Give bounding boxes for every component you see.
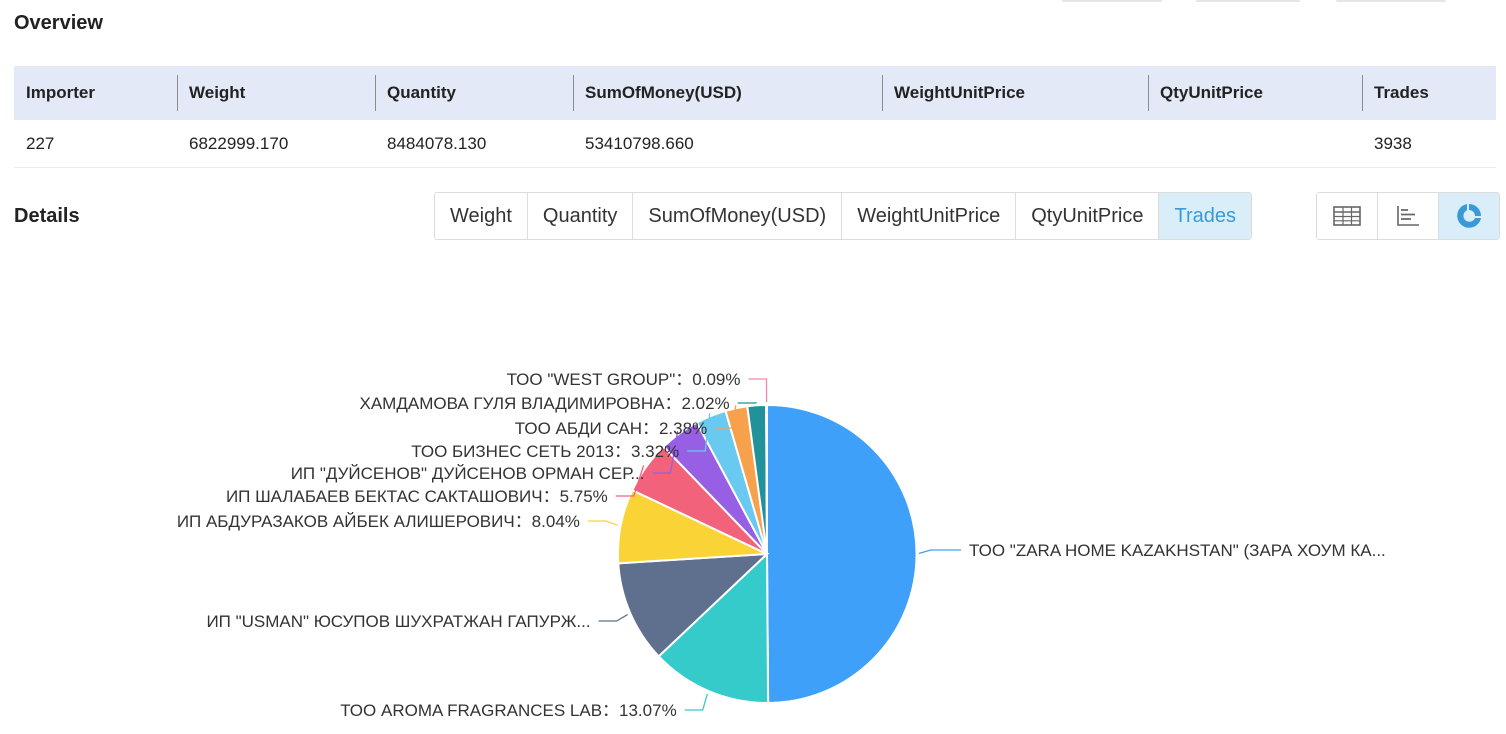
column-header-weight: Weight xyxy=(177,66,375,120)
cell-sum-of-money: 53410798.660 xyxy=(573,120,882,168)
table-row: 227 6822999.170 8484078.130 53410798.660… xyxy=(14,120,1496,168)
pie-label: ТОО "ZARA HOME KAZAKHSTAN" (ЗАРА ХОУМ КА… xyxy=(969,541,1386,560)
pie-label: ИП "ДУЙСЕНОВ" ДУЙСЕНОВ ОРМАН СЕР... xyxy=(291,464,645,483)
bar-chart-icon xyxy=(1397,206,1419,226)
pie-label: ХАМДАМОВА ГУЛЯ ВЛАДИМИРОВНА：2.02% xyxy=(360,394,730,413)
pie-view-button[interactable] xyxy=(1439,193,1499,239)
top-divider xyxy=(1196,0,1300,2)
pie-leader-line xyxy=(587,520,618,526)
pie-leader-line xyxy=(737,401,757,404)
pie-leader-line xyxy=(615,465,645,497)
donut-chart-icon xyxy=(1457,204,1481,228)
pie-label: ИП ШАЛАБАЕВ БЕКТАС САКТАШОВИЧ：5.75% xyxy=(226,487,608,506)
pie-leader-line xyxy=(715,405,737,429)
tab-trades[interactable]: Trades xyxy=(1159,193,1251,239)
top-divider xyxy=(1336,0,1446,2)
cell-weight: 6822999.170 xyxy=(177,120,375,168)
cell-importer: 227 xyxy=(14,120,177,168)
pie-label: ТОО "WEST GROUP"：0.09% xyxy=(507,370,741,389)
tab-weight[interactable]: Weight xyxy=(435,193,528,239)
overview-title: Overview xyxy=(14,12,103,34)
table-icon xyxy=(1333,206,1361,226)
pie-slice[interactable] xyxy=(617,552,770,658)
pie-leader-line xyxy=(652,430,679,474)
column-header-trades: Trades xyxy=(1362,66,1496,120)
overview-table: Importer Weight Quantity SumOfMoney(USD)… xyxy=(14,66,1496,168)
details-title: Details xyxy=(14,205,80,227)
cell-trades: 3938 xyxy=(1362,120,1496,168)
pie-leader-line xyxy=(748,378,768,403)
column-header-weight-unit-price: WeightUnitPrice xyxy=(882,66,1148,120)
pie-label: ИП АБДУРАЗАКОВ АЙБЕК АЛИШЕРОВИЧ：8.04% xyxy=(177,512,580,531)
top-divider xyxy=(1062,0,1162,2)
pie-label: ТОО AROMA FRAGRANCES LAB：13.07% xyxy=(340,701,677,720)
pie-label: ТОО АБДИ САН：2.38% xyxy=(515,419,707,438)
pie-leader-line xyxy=(687,413,711,452)
pie-slice[interactable] xyxy=(657,551,770,705)
column-header-quantity: Quantity xyxy=(375,66,573,120)
cell-weight-unit-price xyxy=(882,120,1148,168)
table-header-row: Importer Weight Quantity SumOfMoney(USD)… xyxy=(14,66,1496,120)
cell-qty-unit-price xyxy=(1148,120,1362,168)
tab-qty-unit-price[interactable]: QtyUnitPrice xyxy=(1016,193,1160,239)
tab-quantity[interactable]: Quantity xyxy=(527,193,634,239)
pie-leader-line xyxy=(918,549,961,555)
metric-tabs: Weight Quantity SumOfMoney(USD) WeightUn… xyxy=(434,192,1252,240)
column-header-qty-unit-price: QtyUnitPrice xyxy=(1148,66,1362,120)
column-header-importer: Importer xyxy=(14,66,177,120)
table-view-button[interactable] xyxy=(1317,193,1378,239)
pie-leader-line xyxy=(598,614,628,622)
column-header-sum-of-money: SumOfMoney(USD) xyxy=(573,66,882,120)
pie-slice[interactable] xyxy=(765,403,768,555)
tab-weight-unit-price[interactable]: WeightUnitPrice xyxy=(842,193,1017,239)
pie-label: ИП "USMAN" ЮСУПОВ ШУХРАТЖАН ГАПУРЖ... xyxy=(206,612,590,631)
tab-sum-of-money[interactable]: SumOfMoney(USD) xyxy=(633,193,843,239)
pie-leader-line xyxy=(684,693,709,711)
pie-slice[interactable] xyxy=(766,403,918,705)
cell-quantity: 8484078.130 xyxy=(375,120,573,168)
pie-label: ТОО БИЗНЕС СЕТЬ 2013：3.32% xyxy=(411,442,679,461)
bar-view-button[interactable] xyxy=(1378,193,1439,239)
view-switcher xyxy=(1316,192,1500,240)
